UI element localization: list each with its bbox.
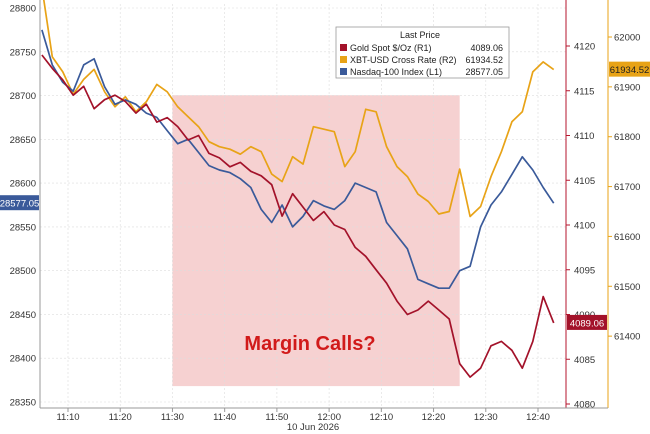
x-tick-label: 12:40: [526, 412, 550, 423]
xbt-last-tag: [609, 61, 650, 77]
xbt-last-value: 61934.52: [610, 65, 650, 76]
legend-swatch: [340, 68, 347, 75]
x-tick-label: 11:40: [213, 412, 236, 423]
x-tick-label: 11:50: [265, 412, 288, 423]
legend-series-value: 28577.05: [465, 67, 503, 77]
legend-series-value: 4089.06: [470, 43, 503, 53]
left-tick-label: 28400: [10, 354, 36, 365]
shaded-region: [172, 95, 460, 387]
right-tick-label: 4105: [574, 176, 595, 187]
gridlines: [40, 4, 566, 408]
legend-series-name: Gold Spot $/Oz (R1): [350, 43, 432, 53]
last-value-tags: 28577.05 4089.06 61934.52: [0, 61, 650, 330]
right2-tick-label: 61900: [614, 82, 640, 93]
legend-swatch: [340, 44, 347, 51]
legend-series-name: XBT-USD Cross Rate (R2): [350, 55, 457, 65]
right2-tick-label: 61800: [614, 132, 640, 143]
series-lines: [41, 0, 555, 378]
legend-title: Last Price: [400, 30, 440, 40]
x-axis-date-label: 10 Jun 2026: [287, 422, 339, 433]
series-line: [42, 0, 555, 218]
gold-last-value: 4089.06: [570, 318, 604, 329]
right2-tick-label: 61400: [614, 332, 640, 343]
left-tick-label: 28600: [10, 179, 36, 190]
left-tick-label: 28500: [10, 266, 36, 277]
left-tick-label: 28550: [10, 222, 36, 233]
right2-tick-label: 61600: [614, 232, 640, 243]
series-line: [41, 29, 555, 290]
right-tick-label: 4120: [574, 42, 595, 53]
right-tick-label: 4115: [574, 86, 594, 97]
x-tick-label: 12:10: [369, 412, 393, 423]
legend: Last Price Gold Spot $/Oz (R1) 4089.06 XBT…: [335, 26, 510, 79]
right2-tick-label: 62000: [614, 33, 640, 44]
legend-series-name: Nasdaq-100 Index (L1): [350, 67, 442, 77]
left-tick-label: 28650: [10, 135, 36, 146]
axes: [39, 0, 609, 409]
margin-calls-annotation: Margin Calls?: [244, 333, 375, 355]
left-tick-label: 28450: [10, 310, 36, 321]
right-tick-label: 4080: [574, 400, 595, 411]
x-tick-label: 11:30: [161, 412, 184, 423]
left-tick-label: 28750: [10, 47, 36, 58]
x-tick-label: 12:00: [317, 412, 341, 423]
right-tick-label: 4110: [574, 131, 594, 142]
left-tick-label: 28700: [10, 91, 36, 102]
series-line: [41, 54, 555, 378]
right-tick-label: 4100: [574, 221, 595, 232]
x-tick-label: 11:20: [109, 412, 132, 423]
x-tick-label: 12:20: [422, 412, 446, 423]
nasdaq-last-value: 28577.05: [0, 199, 39, 210]
right2-tick-label: 61500: [614, 282, 640, 293]
x-tick-label: 12:30: [474, 412, 498, 423]
gold-last-tag: [567, 314, 607, 330]
right-tick-label: 4085: [574, 355, 595, 366]
left-tick-label: 28350: [10, 398, 36, 409]
legend-series-value: 61934.52: [465, 55, 503, 65]
margin-calls-shading: [172, 95, 460, 387]
left-tick-label: 28800: [10, 4, 36, 15]
legend-swatch: [340, 56, 347, 63]
x-tick-label: 11:10: [56, 412, 79, 423]
nasdaq-last-tag: [0, 195, 39, 211]
legend-box: [335, 26, 510, 79]
right-tick-label: 4095: [574, 265, 595, 276]
right2-tick-label: 61700: [614, 182, 640, 193]
